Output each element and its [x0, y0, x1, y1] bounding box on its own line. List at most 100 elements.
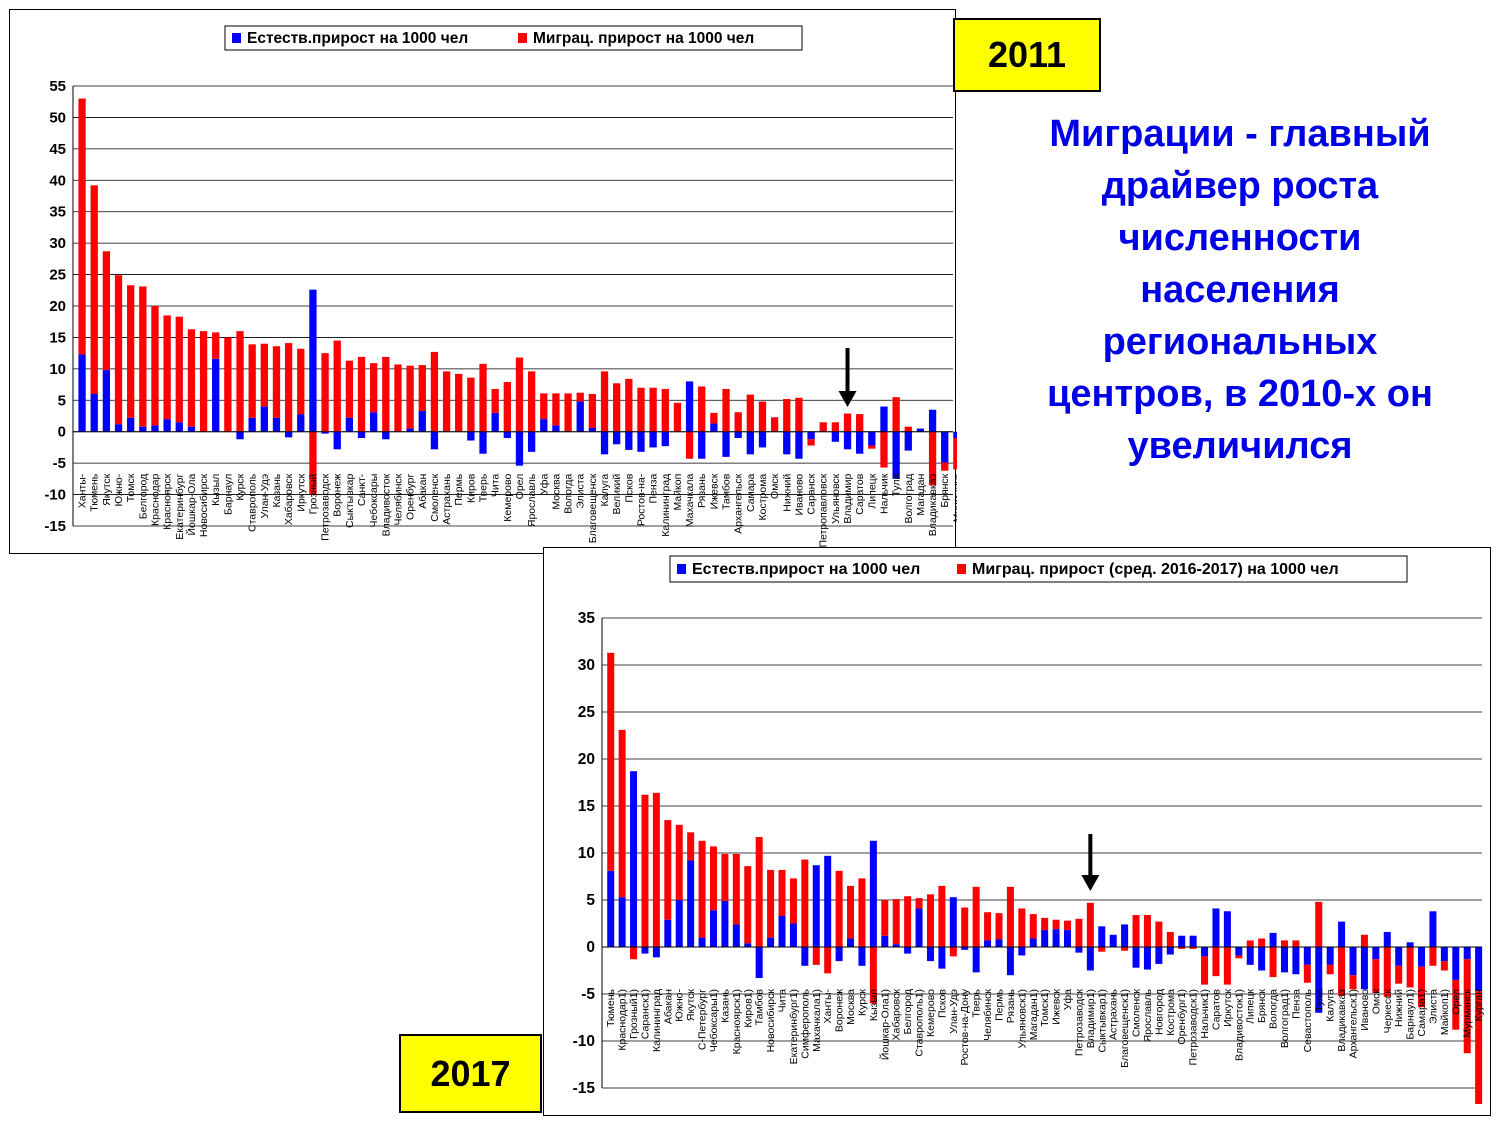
natural-bar: [928, 409, 937, 432]
y-tick-label: -5: [53, 455, 66, 472]
headline-line: населения: [1140, 269, 1340, 311]
x-tick-label: Кемерово: [925, 989, 937, 1037]
year-label-2011: 2011: [953, 18, 1101, 92]
migration-bar: [1121, 947, 1129, 951]
natural-bar: [613, 431, 621, 445]
migration-bar: [1064, 920, 1072, 931]
natural-bar: [618, 897, 626, 947]
x-tick-label: Кемерово: [502, 474, 514, 522]
migration-bar: [881, 900, 889, 936]
natural-bar: [1280, 947, 1288, 973]
natural-bar: [479, 431, 487, 454]
migration-bar: [835, 870, 843, 947]
x-tick-label: Тула: [891, 474, 903, 497]
x-tick-label: Ижевск: [708, 473, 720, 509]
x-tick-label: Краснодар1): [617, 989, 629, 1051]
x-tick-label: Калуга: [599, 474, 611, 507]
natural-bar: [382, 431, 390, 440]
y-tick-label: 35: [578, 610, 596, 627]
x-tick-label: Саранск1): [639, 989, 651, 1039]
migration-bar: [394, 364, 402, 432]
x-tick-label: Барнаул: [222, 474, 234, 515]
migration-bar: [1178, 947, 1186, 949]
x-tick-label: Москва: [550, 474, 562, 510]
natural-bar: [847, 938, 855, 947]
x-tick-label: Пенза: [648, 474, 660, 504]
migration-bar: [442, 371, 451, 432]
natural-bar: [515, 431, 524, 466]
x-tick-label: Калуга: [1325, 989, 1337, 1022]
natural-bar: [272, 417, 281, 432]
x-tick-label: Томск: [125, 473, 137, 502]
headline-line: региональных: [1102, 321, 1378, 363]
x-tick-label: Рязань: [1005, 988, 1017, 1023]
migration-bar: [1132, 915, 1140, 947]
migration-bar: [698, 386, 706, 432]
natural-bar: [1109, 934, 1117, 947]
natural-bar: [1212, 908, 1220, 947]
x-tick-label: Белгород: [137, 474, 149, 520]
natural-bar: [1235, 947, 1243, 956]
x-tick-label: Элиста: [1427, 989, 1439, 1024]
x-tick-label: Омск: [1370, 989, 1382, 1015]
x-tick-label: Ростов-на-Дону: [959, 988, 971, 1065]
natural-bar: [709, 910, 717, 947]
natural-bar: [984, 940, 992, 947]
migration-bar: [807, 439, 815, 446]
x-tick-label: Петрозаводск: [320, 473, 332, 541]
natural-bar: [835, 947, 843, 962]
migration-bar: [175, 316, 183, 423]
headline-line: Миграции - главный: [1049, 113, 1431, 155]
migration-bar: [824, 947, 832, 974]
natural-bar: [430, 431, 439, 450]
y-tick-label: 0: [58, 424, 66, 441]
x-tick-label: Сыктывкар: [344, 474, 356, 528]
y-tick-label: 5: [586, 892, 595, 909]
migration-bar: [637, 387, 645, 432]
natural-bar: [868, 431, 876, 446]
migration-bar: [949, 947, 957, 957]
natural-bar: [881, 935, 889, 947]
migration-bar: [709, 846, 717, 911]
migration-bar: [491, 388, 499, 413]
natural-bar: [856, 431, 864, 454]
x-tick-label: Великий: [611, 474, 623, 515]
migration-bar: [1212, 947, 1220, 977]
natural-bar: [789, 923, 797, 947]
migration-bar: [1098, 947, 1106, 952]
x-tick-label: Ханты-: [77, 473, 89, 508]
natural-bar: [755, 947, 763, 979]
x-tick-label: Орел: [514, 474, 526, 500]
natural-bar: [503, 431, 511, 438]
x-tick-label: Владимир1): [1085, 989, 1097, 1048]
natural-bar: [783, 431, 791, 455]
migration-bar: [961, 907, 969, 947]
x-tick-label: Йошкар-Ола1): [878, 989, 891, 1060]
migration-bar: [576, 392, 584, 402]
x-tick-label: Челябинск: [392, 473, 404, 525]
natural-bar: [102, 370, 111, 432]
x-tick-label: Нальчик1): [1199, 989, 1211, 1039]
natural-bar: [406, 428, 414, 432]
migration-bar: [856, 414, 864, 432]
natural-bar: [212, 358, 220, 432]
x-tick-label: Брянск: [1256, 989, 1268, 1023]
migration-bar: [744, 866, 752, 944]
migration-bar: [272, 346, 281, 418]
legend-swatch-migration: [518, 33, 527, 43]
x-tick-label: Южно-: [113, 473, 125, 506]
migration-bar: [698, 840, 706, 938]
legend-label-natural: Естеств.прирост на 1000 чел: [692, 561, 920, 578]
x-tick-label: Архангельск: [733, 473, 745, 533]
natural-bar: [1463, 947, 1471, 960]
migration-bar: [1189, 947, 1197, 949]
x-tick-label: Черкесск: [1382, 989, 1394, 1034]
x-tick-label: Абакан: [662, 989, 674, 1024]
natural-bar: [588, 427, 597, 432]
natural-bar: [90, 394, 98, 432]
natural-bar: [892, 944, 900, 947]
migration-bar: [1201, 956, 1209, 985]
x-tick-label: Москва: [845, 989, 857, 1025]
natural-bar: [163, 419, 171, 432]
chart-2011: -15 -10 -5 0 5 10 15 20 25 30 35 40 45 50 55 Ханты- Тюме…: [9, 9, 957, 554]
